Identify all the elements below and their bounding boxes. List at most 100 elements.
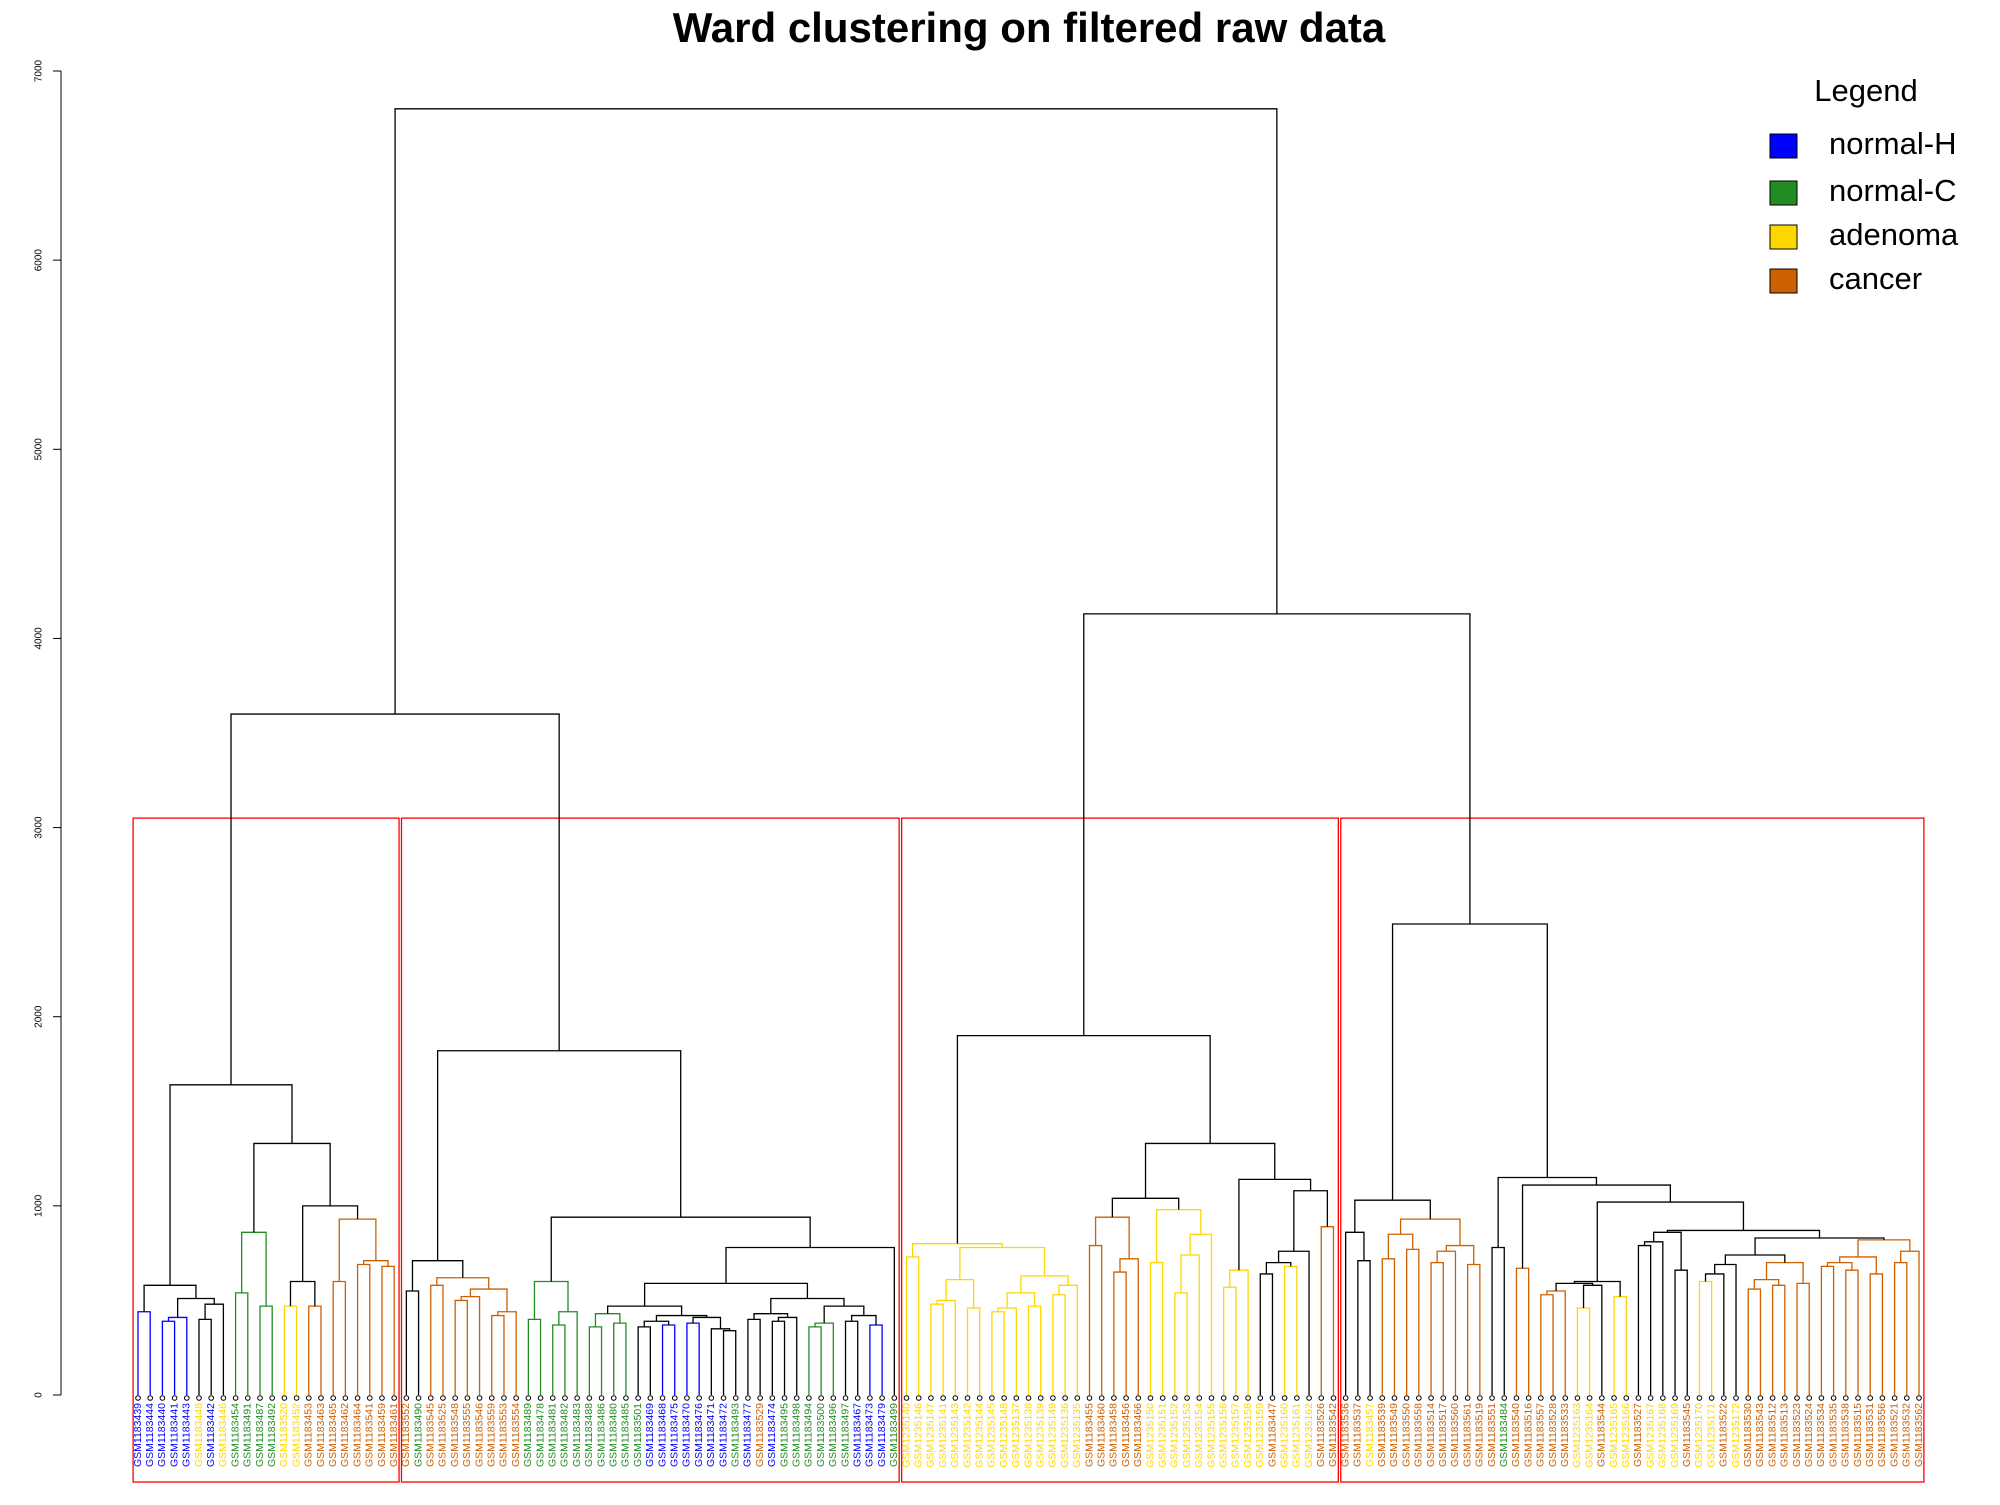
leaf-label: GSM1183452 xyxy=(290,1403,302,1467)
y-tick-label: 6000 xyxy=(34,249,45,272)
leaf-label: GSM1183516 xyxy=(1522,1403,1534,1467)
leaf-point xyxy=(1513,1395,1520,1401)
legend-label: normal-C xyxy=(1829,173,1956,208)
merge xyxy=(747,1318,761,1395)
merge xyxy=(1771,1284,1786,1395)
leaf-point xyxy=(403,1395,410,1401)
leaf-label: GSM1183515 xyxy=(1852,1403,1864,1467)
merge xyxy=(1765,1261,1804,1284)
leaf-point xyxy=(391,1395,397,1401)
merge xyxy=(1839,1256,1877,1274)
leaf-label: GSM1183552 xyxy=(400,1403,412,1467)
leaf-label: GSM1183489 xyxy=(522,1403,534,1467)
leaf-label: GSM1183524 xyxy=(1803,1403,1815,1467)
leaf-point xyxy=(928,1395,934,1401)
leaf-point xyxy=(464,1395,471,1401)
leaf-label: GSM1235153 xyxy=(1181,1403,1193,1468)
leaf-point xyxy=(135,1395,141,1401)
leaf-label: GSM1183454 xyxy=(229,1403,241,1467)
merge xyxy=(956,1034,1211,1244)
leaf-point xyxy=(1269,1395,1276,1401)
leaf-point xyxy=(1733,1395,1739,1401)
leaf-point xyxy=(1525,1395,1532,1401)
leaf-point xyxy=(696,1395,702,1401)
leaf-point xyxy=(147,1395,153,1401)
leaf-label: GSM1183526 xyxy=(1315,1403,1327,1467)
leaf-label: GSM1183525 xyxy=(437,1403,449,1467)
leaf-point xyxy=(318,1395,324,1401)
merge xyxy=(1540,1294,1554,1395)
leaf-label: GSM1183442 xyxy=(205,1403,217,1467)
leaf-label: GSM1183475 xyxy=(669,1403,681,1467)
leaf-point xyxy=(1879,1395,1886,1401)
leaf-label: GSM1183448 xyxy=(193,1403,205,1467)
leaf-point xyxy=(647,1395,654,1401)
leaf-label: GSM1183495 xyxy=(778,1403,790,1467)
merge xyxy=(594,1313,621,1327)
leaf-label: GSM1183557 xyxy=(1535,1403,1547,1467)
leaf-point xyxy=(1891,1395,1898,1401)
leaf-point xyxy=(1147,1395,1154,1401)
leaf-point xyxy=(1257,1395,1264,1401)
merge xyxy=(204,1303,225,1395)
leaf-point xyxy=(867,1395,873,1401)
leaf-label: GSM1183480 xyxy=(608,1403,620,1467)
leaf-label: GSM1183544 xyxy=(1596,1403,1608,1467)
leaf-point xyxy=(1477,1395,1483,1401)
merge xyxy=(308,1305,322,1395)
leaf-point xyxy=(244,1395,251,1401)
cluster-box xyxy=(400,817,900,1483)
leaf-label: GSM1183459 xyxy=(376,1403,388,1467)
merge xyxy=(814,1322,834,1395)
leaf-label: GSM1183491 xyxy=(242,1403,254,1467)
leaf-label: GSM1183479 xyxy=(876,1403,888,1467)
leaf-label: GSM1183447 xyxy=(1266,1403,1278,1467)
leaf-point xyxy=(1452,1395,1459,1401)
merge xyxy=(1052,1294,1066,1395)
leaf-point xyxy=(1306,1395,1312,1401)
leaf-point xyxy=(891,1395,898,1401)
leaf-point xyxy=(1623,1395,1630,1401)
leaf-point xyxy=(1647,1395,1654,1401)
merge xyxy=(1113,1271,1127,1395)
leaf-point xyxy=(1599,1395,1605,1401)
leaf-label: GSM1183553 xyxy=(498,1403,510,1467)
leaf-label: GSM1183494 xyxy=(803,1403,815,1467)
merge xyxy=(753,1313,789,1320)
merge xyxy=(655,1314,708,1322)
leaf-point xyxy=(1574,1395,1581,1401)
leaf-point xyxy=(830,1395,837,1401)
leaf-label: GSM1183487 xyxy=(254,1403,266,1467)
cluster-box xyxy=(132,817,400,1483)
leaf-point xyxy=(257,1395,263,1401)
leaf-label: GSM1235148 xyxy=(998,1403,1010,1468)
leaf-label: GSM1183472 xyxy=(717,1403,729,1467)
merge xyxy=(394,108,1278,715)
leaf-point xyxy=(1818,1395,1825,1401)
merge xyxy=(363,1260,389,1267)
leaf-point xyxy=(1001,1395,1007,1401)
legend-swatch xyxy=(1769,133,1798,159)
leaf-label: GSM1183498 xyxy=(791,1403,803,1467)
leaf-label: GSM1183527 xyxy=(1632,1403,1644,1467)
leaf-label: GSM1183446 xyxy=(217,1403,229,1467)
leaf-label: GSM1235152 xyxy=(1169,1403,1181,1468)
merge xyxy=(1497,1176,1598,1248)
leaf-point xyxy=(1196,1395,1203,1401)
leaf-point xyxy=(818,1395,824,1401)
leaf-point xyxy=(1416,1395,1422,1401)
leaf-label: GSM1183481 xyxy=(547,1403,559,1467)
leaf-point xyxy=(1379,1395,1386,1401)
leaf-label: GSM1235147 xyxy=(925,1403,937,1468)
merge xyxy=(169,1084,293,1286)
leaf-point xyxy=(330,1395,336,1401)
leaf-point xyxy=(415,1395,422,1401)
merge xyxy=(1430,1261,1444,1395)
merge xyxy=(1174,1292,1188,1395)
leaf-point xyxy=(1281,1395,1288,1401)
merge xyxy=(259,1305,273,1395)
leaf-label: GSM1235170 xyxy=(1693,1403,1705,1468)
leaf-label: GSM1183537 xyxy=(1352,1403,1364,1467)
leaf-label: GSM1183533 xyxy=(1559,1403,1571,1467)
leaf-point xyxy=(269,1395,275,1401)
